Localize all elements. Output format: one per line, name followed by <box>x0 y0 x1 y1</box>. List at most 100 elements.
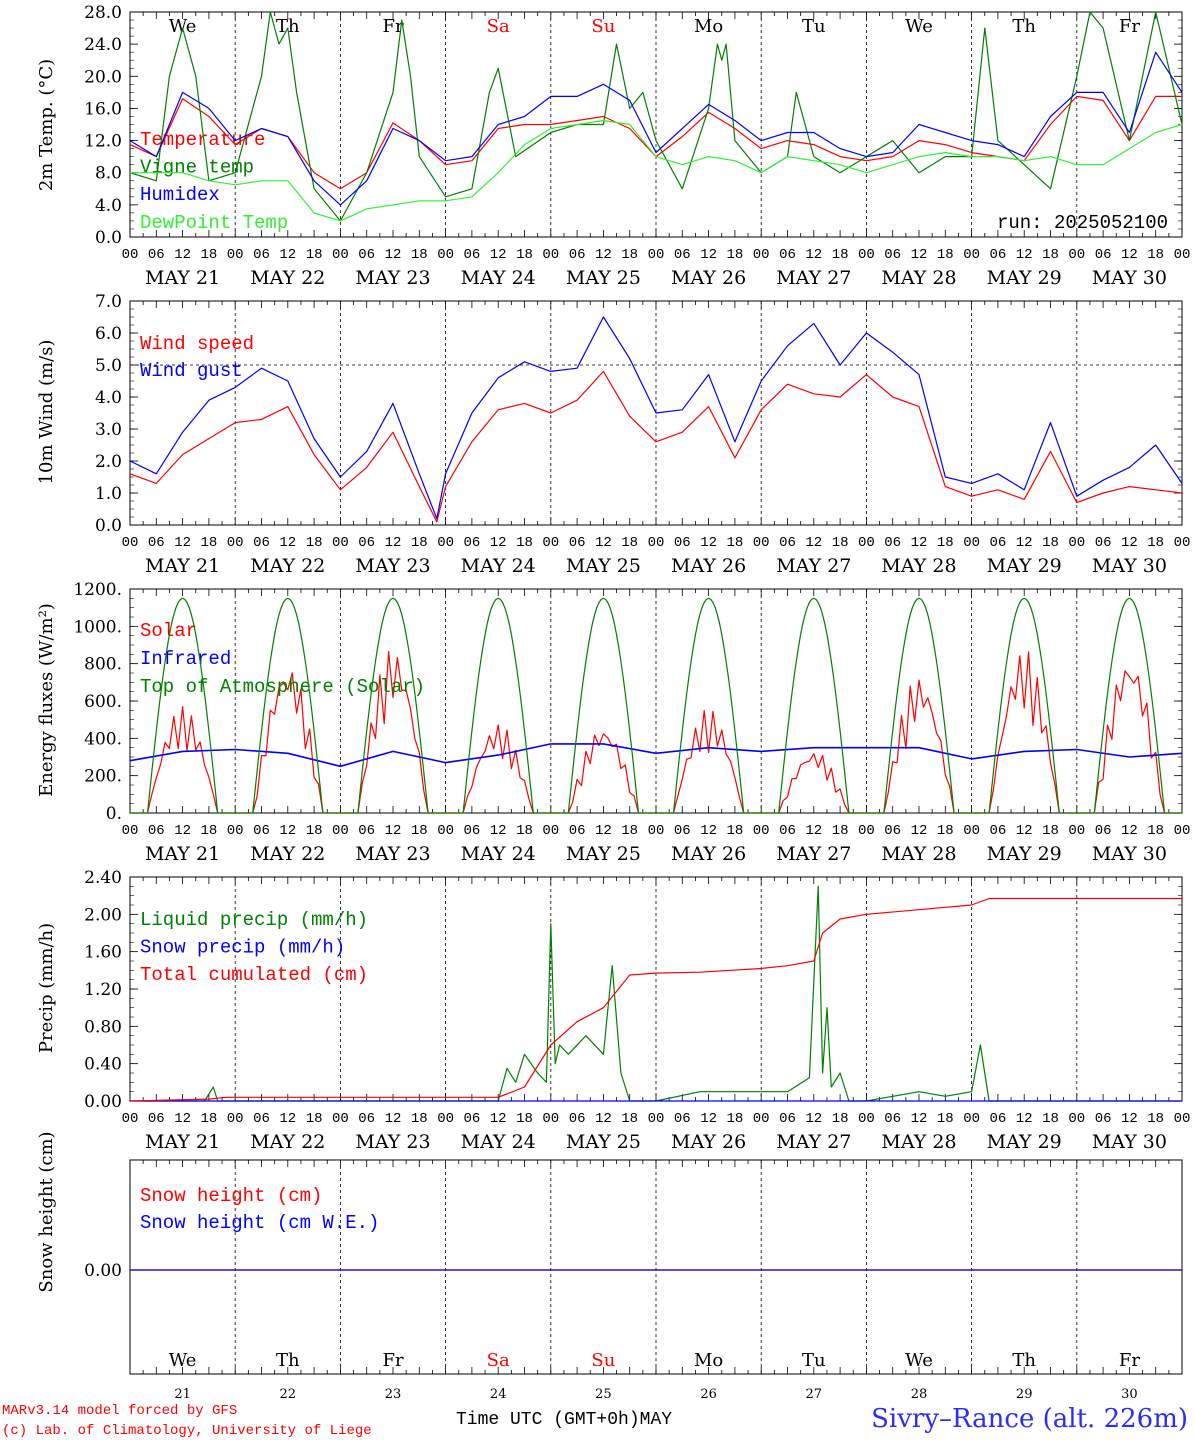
x-hour-label: 06 <box>884 823 901 839</box>
y-tick-label: 3.0 <box>95 420 122 440</box>
x-hour-label: 00 <box>542 247 559 263</box>
x-date-label: MAY 22 <box>250 1131 325 1153</box>
credits-line-1: MARv3.14 model forced by GFS <box>2 1403 237 1419</box>
x-hour-label: 12 <box>700 247 717 263</box>
x-hour-label: 18 <box>1042 823 1059 839</box>
run-label: run: 2025052100 <box>997 212 1168 234</box>
day-abbr-label: Th <box>1012 1350 1036 1371</box>
x-date-label: MAY 23 <box>355 267 430 289</box>
y-axis-label: Precip (mm/h) <box>36 923 57 1053</box>
x-hour-label: 06 <box>148 535 165 551</box>
x-hour-label: 00 <box>122 823 139 839</box>
x-hour-label: 12 <box>1121 535 1138 551</box>
x-date-label: MAY 26 <box>671 267 746 289</box>
legend-entry: Total cumulated (cm) <box>140 964 368 986</box>
x-date-label: MAY 26 <box>671 843 746 865</box>
x-hour-label: 06 <box>779 823 796 839</box>
y-tick-label: 1.0 <box>95 484 122 504</box>
x-hour-label: 12 <box>490 1111 507 1127</box>
x-day-number-label: 27 <box>806 1387 823 1402</box>
x-hour-label: 00 <box>227 535 244 551</box>
legend-entry: Snow precip (mm/h) <box>140 937 345 959</box>
panel-precip: 0.00 0.40 0.80 1.20 1.60 2.00 2.40 Precip (mm/h… <box>36 868 1190 1153</box>
x-hour-label: 00 <box>227 1111 244 1127</box>
x-hour-label: 06 <box>884 247 901 263</box>
x-day-number-label: 29 <box>1016 1387 1033 1402</box>
day-abbr-label: We <box>905 16 933 37</box>
x-hour-label: 18 <box>726 247 743 263</box>
x-hour-label: 12 <box>1121 1111 1138 1127</box>
x-date-label: MAY 24 <box>461 843 536 865</box>
x-date-label: MAY 30 <box>1092 555 1167 577</box>
x-date-label: MAY 27 <box>776 267 851 289</box>
x-date-label: MAY 28 <box>881 267 956 289</box>
x-day-number-label: 21 <box>174 1387 191 1402</box>
x-hour-label: 00 <box>858 823 875 839</box>
x-hour-label: 18 <box>306 247 323 263</box>
day-abbr-label: We <box>905 1350 933 1371</box>
x-hour-label: 06 <box>463 1111 480 1127</box>
y-axis-label: 2m Temp. (°C) <box>36 59 57 191</box>
x-hour-label: 12 <box>805 823 822 839</box>
x-hour-label: 12 <box>1121 247 1138 263</box>
x-hour-label: 12 <box>174 535 191 551</box>
legend-entry: DewPoint Temp <box>140 212 288 234</box>
x-hour-label: 18 <box>937 247 954 263</box>
x-hour-label: 00 <box>332 535 349 551</box>
y-axis-label: Energy fluxes (W/m²) <box>36 603 57 797</box>
x-hour-label: 00 <box>963 823 980 839</box>
x-hour-label: 00 <box>122 535 139 551</box>
y-tick-label: 4.0 <box>95 388 122 408</box>
x-hour-label: 00 <box>963 535 980 551</box>
x-hour-label: 06 <box>253 823 270 839</box>
x-hour-label: 06 <box>569 1111 586 1127</box>
day-abbr-label: Sa <box>487 1350 510 1371</box>
y-tick-label: 2.0 <box>95 452 122 472</box>
x-date-label: MAY 29 <box>987 843 1062 865</box>
x-hour-label: 18 <box>411 823 428 839</box>
x-hour-label: 18 <box>832 1111 849 1127</box>
x-hour-label: 00 <box>648 247 665 263</box>
x-hour-label: 12 <box>385 1111 402 1127</box>
x-date-label: MAY 25 <box>566 267 641 289</box>
y-axis-label: 10m Wind (m/s) <box>36 340 57 485</box>
day-abbr-label: Fr <box>1119 16 1140 37</box>
x-hour-label: 00 <box>963 247 980 263</box>
x-hour-label: 18 <box>200 1111 217 1127</box>
y-tick-label: 5.0 <box>95 356 122 376</box>
x-date-label: MAY 24 <box>461 1131 536 1153</box>
day-abbr-label: Fr <box>1119 1350 1140 1371</box>
day-abbr-label: Su <box>591 1350 615 1371</box>
x-hour-label: 00 <box>963 1111 980 1127</box>
y-tick-label: 16.0 <box>84 99 122 119</box>
x-hour-label: 18 <box>1042 247 1059 263</box>
legend-entry: Temperature <box>140 129 265 151</box>
x-hour-label: 12 <box>1016 1111 1033 1127</box>
x-date-label: MAY 22 <box>250 555 325 577</box>
x-hour-label: 00 <box>648 535 665 551</box>
legend-entry: Snow height (cm W.E.) <box>140 1212 379 1234</box>
x-hour-label: 06 <box>148 1111 165 1127</box>
x-hour-label: 18 <box>200 535 217 551</box>
day-abbr-label: Mo <box>694 1350 723 1371</box>
panel-wind: 0.0 1.0 2.0 3.0 4.0 5.0 6.0 7.0 10m Wind (m/s) Wi… <box>36 292 1190 577</box>
day-abbr-label: Fr <box>382 1350 403 1371</box>
x-hour-label: 12 <box>911 1111 928 1127</box>
legend-entry: Humidex <box>140 184 220 206</box>
y-tick-label: 200. <box>84 767 122 787</box>
x-hour-label: 18 <box>306 823 323 839</box>
x-hour-label: 12 <box>911 535 928 551</box>
x-hour-label: 06 <box>253 247 270 263</box>
x-hour-label: 00 <box>858 247 875 263</box>
x-axis-title-text: Time UTC (GMT+0h) <box>456 1410 640 1430</box>
x-date-label: MAY 28 <box>881 843 956 865</box>
x-hour-label: 18 <box>726 1111 743 1127</box>
x-hour-label: 00 <box>227 247 244 263</box>
x-hour-label: 00 <box>1174 535 1191 551</box>
x-hour-label: 00 <box>858 1111 875 1127</box>
x-hour-label: 06 <box>674 1111 691 1127</box>
x-day-number-label: 30 <box>1121 1387 1138 1402</box>
x-hour-label: 06 <box>674 823 691 839</box>
x-hour-label: 12 <box>490 535 507 551</box>
